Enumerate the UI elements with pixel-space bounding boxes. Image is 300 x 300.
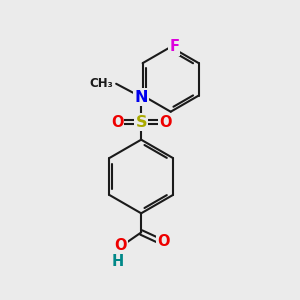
Text: H: H — [112, 254, 124, 269]
Text: O: O — [114, 238, 127, 253]
Text: N: N — [134, 89, 148, 104]
Text: F: F — [169, 39, 179, 54]
Text: O: O — [159, 115, 172, 130]
Text: O: O — [158, 234, 170, 249]
Text: CH₃: CH₃ — [89, 77, 113, 90]
Text: O: O — [111, 115, 123, 130]
Text: S: S — [135, 115, 147, 130]
